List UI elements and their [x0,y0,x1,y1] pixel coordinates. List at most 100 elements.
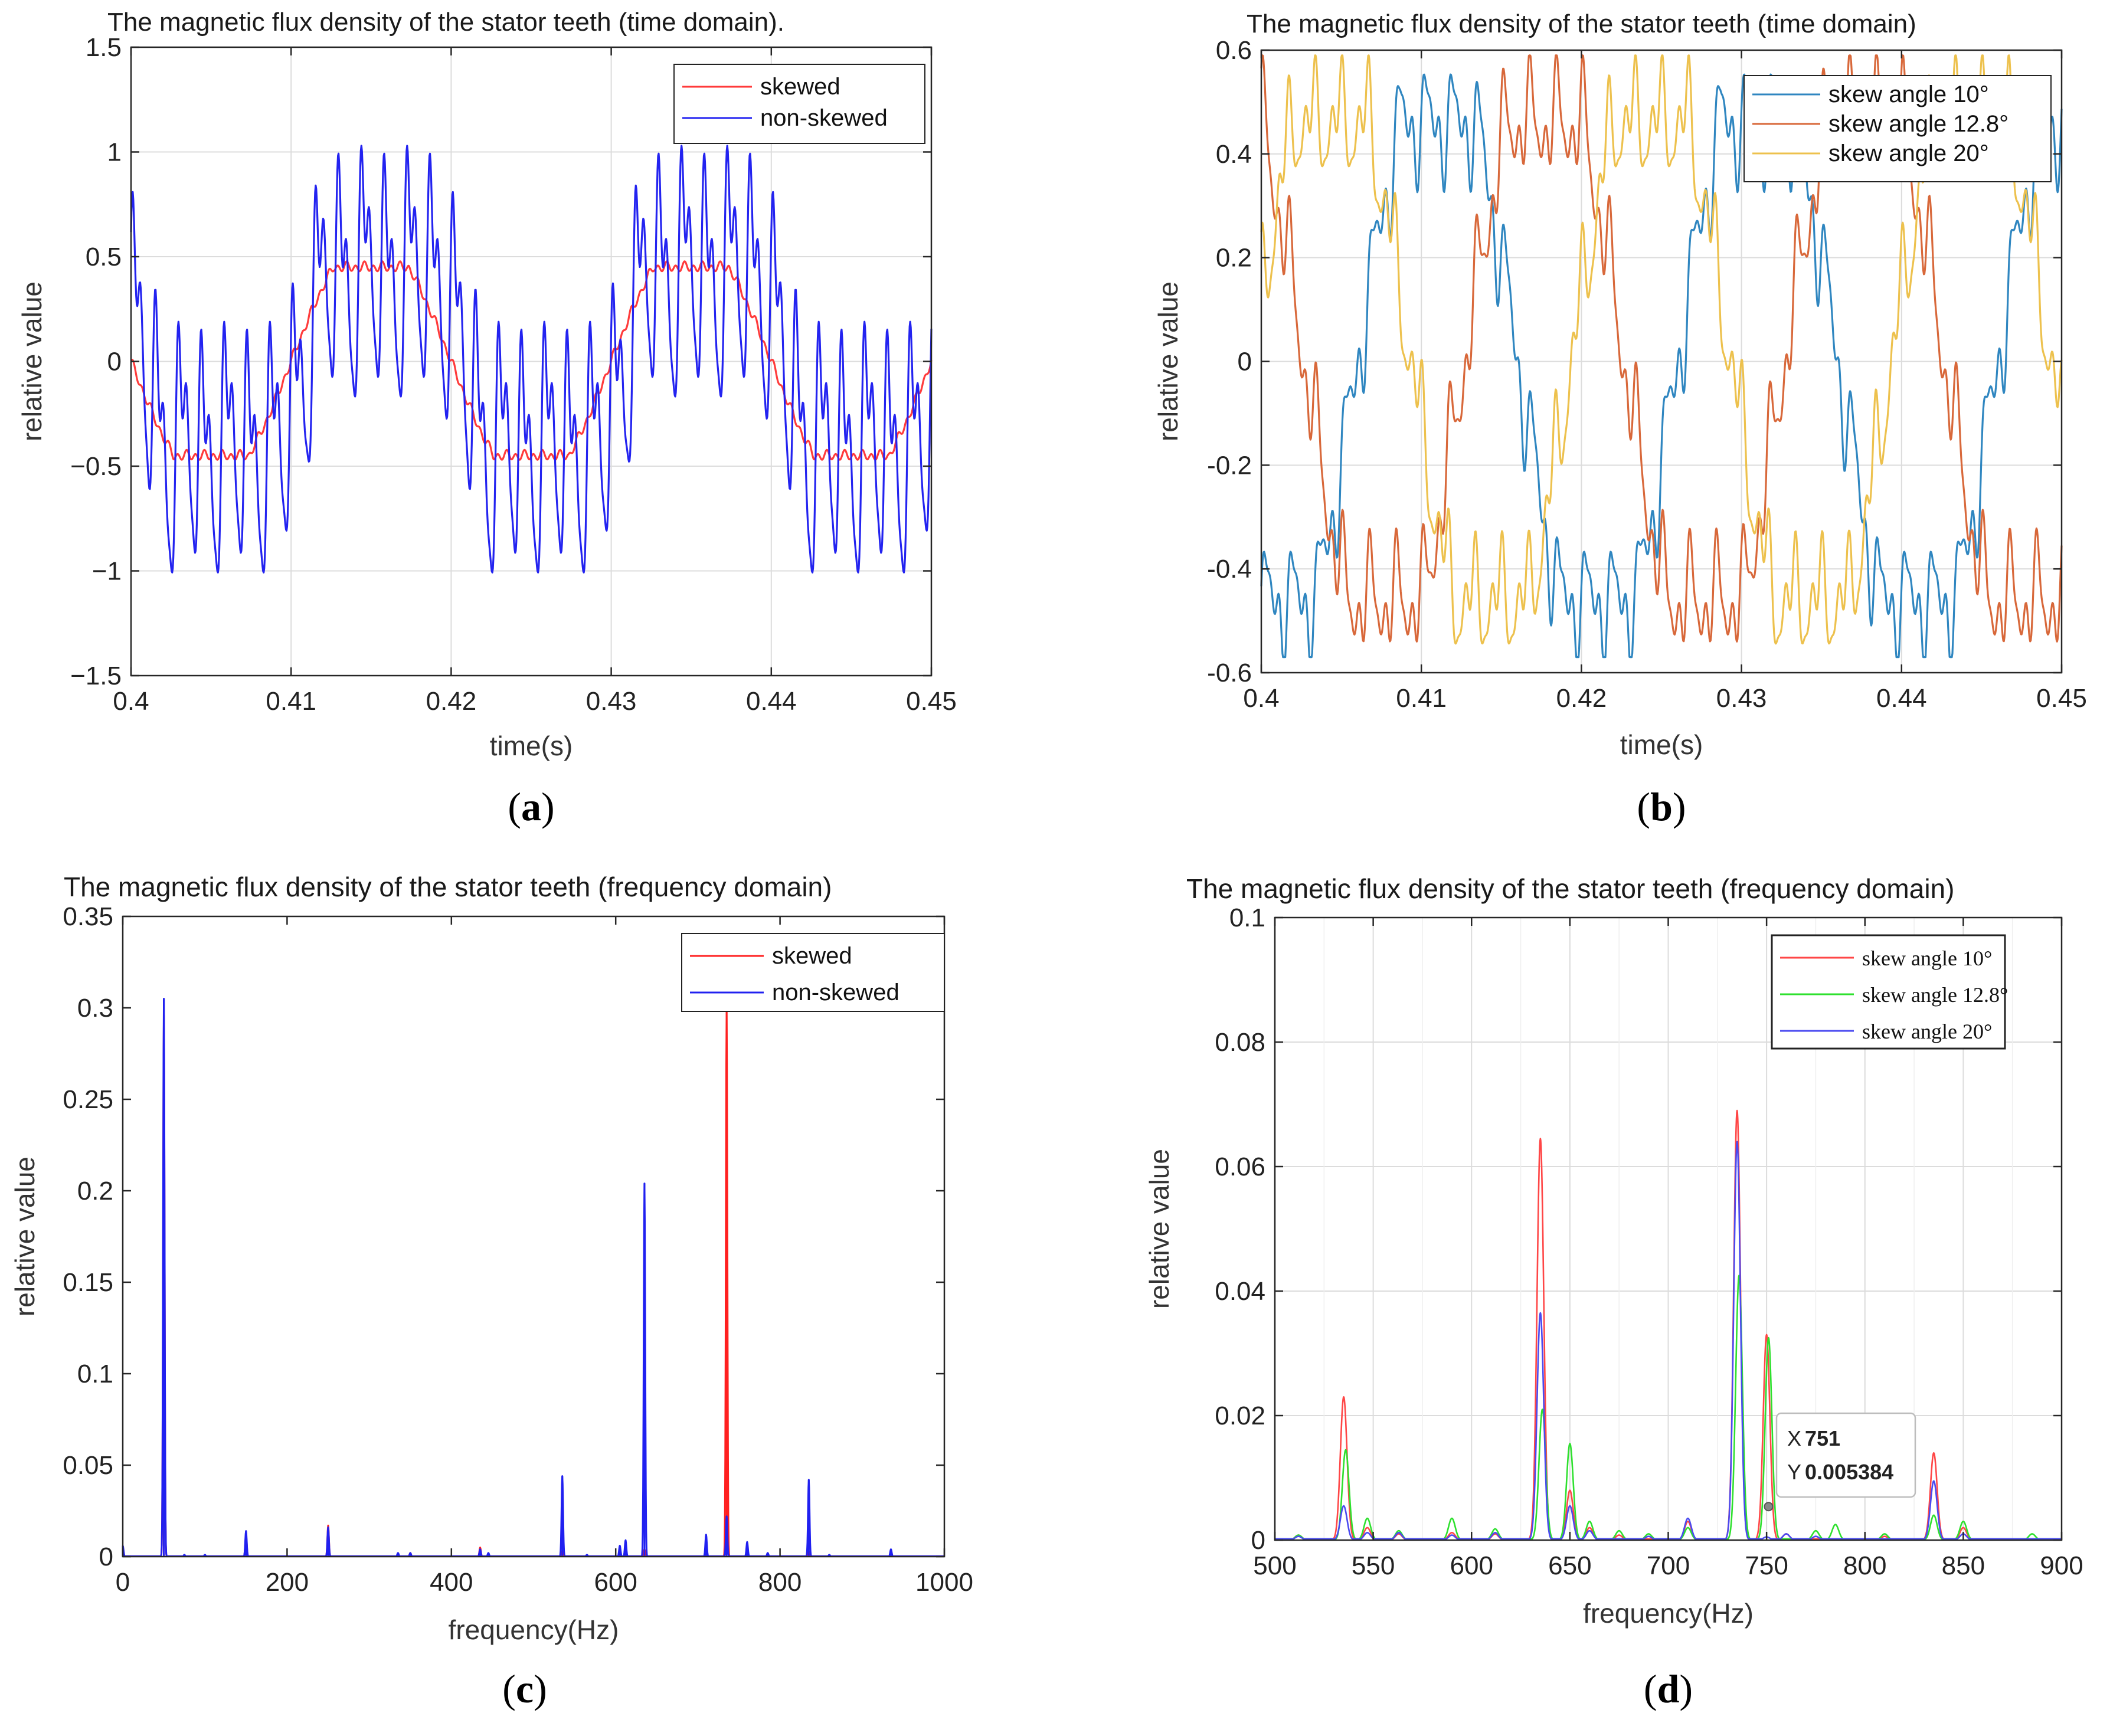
datatip-x-label: X [1787,1426,1801,1450]
x-tick-label: 0.43 [1716,684,1767,713]
caption-paren: ( [1644,1666,1657,1711]
caption-letter: c [516,1666,534,1711]
x-tick-label: 800 [1843,1551,1886,1580]
x-tick-label: 800 [758,1568,802,1597]
x-tick-label: 0.41 [1396,684,1447,713]
legend-entry-label: non-skewed [772,980,899,1005]
y-axis-label: relative value [17,281,47,441]
x-tick-label: 0.44 [746,687,797,716]
y-tick-label: 0 [1251,1526,1265,1555]
x-tick-label: 200 [266,1568,309,1597]
x-axis-label: frequency(Hz) [449,1614,619,1645]
x-tick-label: 600 [594,1568,637,1597]
chart-title: The magnetic flux density of the stator … [107,8,784,37]
y-tick-label: 0.25 [63,1085,113,1114]
legend-entry-label: skew angle 20° [1862,1020,1992,1043]
x-tick-label: 0.45 [906,687,957,716]
datatip-y-label: Y [1787,1460,1801,1484]
chart-title: The magnetic flux density of the stator … [1247,9,1916,38]
y-tick-label: 0.15 [63,1268,113,1297]
legend-entry-label: skew angle 12.8° [1862,983,2008,1007]
caption-letter: a [521,784,541,829]
caption-paren: ) [541,784,555,829]
caption-paren: ( [1637,784,1650,829]
y-axis-label: relative value [1153,281,1183,441]
x-axis-label: time(s) [490,731,573,761]
x-tick-label: 0.42 [1556,684,1607,713]
y-tick-label: -0.2 [1207,451,1252,480]
x-tick-label: 500 [1253,1551,1296,1580]
legend-box [673,64,925,144]
y-tick-label: 0.1 [77,1360,113,1388]
y-tick-label: 0 [107,348,122,376]
subfigure-caption: (d) [1644,1666,1693,1711]
y-tick-label: 0.1 [1229,903,1265,932]
x-tick-label: 0.45 [2036,684,2087,713]
series-line-2 [130,145,933,574]
series-line-1 [122,1007,945,1557]
legend-entry-label: skewed [772,943,852,969]
x-tick-label: 0.44 [1876,684,1927,713]
series-line-2 [1260,54,2063,643]
series-line-1 [1260,73,2063,659]
y-tick-label: −1 [92,557,122,586]
y-tick-label: 0.2 [77,1177,113,1206]
caption-paren: ) [1679,1666,1693,1711]
x-tick-label: 700 [1647,1551,1690,1580]
y-axis-label: relative value [9,1157,40,1316]
subfigure-caption: (b) [1637,784,1686,829]
legend-box [1743,75,2052,182]
y-tick-label: −1.5 [70,661,122,690]
x-tick-label: 0.4 [113,687,149,716]
y-tick-label: 0.08 [1215,1028,1265,1057]
y-tick-label: 0 [1238,348,1252,376]
legend-entry-label: skewed [760,74,840,100]
y-tick-label: 0.6 [1216,36,1252,65]
caption-letter: b [1650,784,1673,829]
x-tick-label: 900 [2040,1551,2083,1580]
caption-letter: d [1657,1666,1680,1711]
x-tick-label: 650 [1548,1551,1591,1580]
y-tick-label: 0.06 [1215,1152,1265,1181]
x-tick-label: 850 [1942,1551,1985,1580]
x-tick-label: 0.4 [1243,684,1279,713]
x-tick-label: 0.43 [586,687,637,716]
datatip-box[interactable] [1775,1412,1916,1498]
subfigure-caption: (c) [502,1666,547,1711]
legend-entry-label: non-skewed [760,105,888,131]
chart-title: The magnetic flux density of the stator … [1186,873,1954,904]
y-tick-label: 0.3 [77,994,113,1023]
y-tick-label: 1 [107,138,122,167]
y-tick-label: 0.02 [1215,1401,1265,1430]
x-axis-label: time(s) [1620,729,1703,760]
x-tick-label: 550 [1352,1551,1395,1580]
legend-entry-label: skew angle 20° [1828,140,1989,166]
y-axis-label: relative value [1144,1149,1175,1309]
y-tick-label: 0.35 [63,902,113,931]
x-tick-label: 0.42 [426,687,477,716]
caption-paren: ( [502,1666,516,1711]
subfigure-caption: (a) [508,784,554,829]
x-tick-label: 1000 [915,1568,973,1597]
caption-paren: ( [508,784,521,829]
plot-area-frame [122,915,946,1558]
x-tick-label: 750 [1745,1551,1788,1580]
y-tick-label: -0.4 [1207,555,1252,584]
y-tick-label: 0.04 [1215,1277,1265,1306]
datatip-x-value: 751 [1805,1426,1840,1450]
y-tick-label: -0.6 [1207,659,1252,687]
legend-entry-label: skew angle 10° [1828,81,1989,107]
y-tick-label: 1.5 [86,33,122,62]
x-tick-label: 0.41 [266,687,316,716]
chart-title: The magnetic flux density of the stator … [64,872,832,902]
y-tick-label: 0.4 [1216,140,1252,169]
series-line-2 [122,998,945,1557]
x-tick-label: 600 [1450,1551,1493,1580]
caption-paren: ) [534,1666,547,1711]
datatip-marker[interactable] [1764,1502,1774,1512]
y-tick-label: 0.5 [86,243,122,271]
x-tick-label: 0 [116,1568,130,1597]
legend-box [1771,934,2006,1050]
y-tick-label: 0.05 [63,1451,113,1480]
